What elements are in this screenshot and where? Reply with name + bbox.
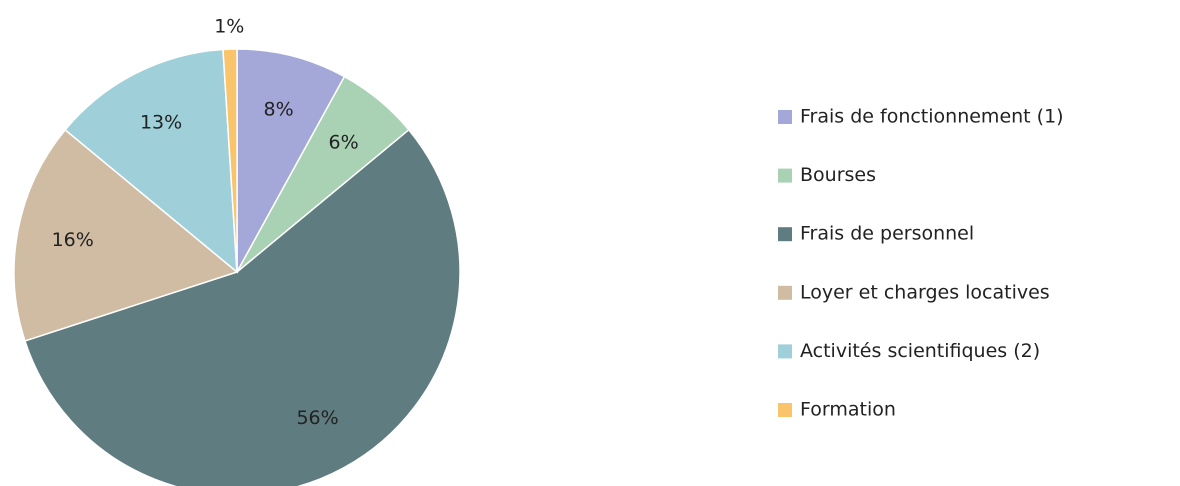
pie-slice [23, 128, 461, 486]
pie-slice [13, 128, 239, 342]
pie-slice [236, 48, 346, 273]
data-label: 13% [140, 111, 182, 133]
data-label: 8% [264, 99, 294, 121]
legend-swatch [778, 110, 792, 124]
legend-label: Activités scientifiques (2) [800, 340, 1040, 362]
legend-swatch [778, 227, 792, 242]
data-label: 6% [329, 132, 359, 154]
data-label: 16% [52, 229, 94, 251]
legend-swatch [778, 403, 792, 417]
legend-swatch [778, 285, 792, 300]
pie-slice [64, 48, 238, 274]
legend-swatch [778, 168, 792, 183]
data-label: 1% [214, 15, 244, 37]
legend-label: Loyer et charges locatives [800, 281, 1050, 303]
legend-label: Bourses [800, 164, 876, 186]
legend-label: Frais de fonctionnement (1) [800, 106, 1064, 128]
data-label: 56% [296, 407, 338, 429]
legend-label: Formation [800, 399, 896, 421]
pie-slice [222, 48, 238, 273]
legend-label: Frais de personnel [800, 223, 974, 245]
legend-swatch [778, 344, 792, 359]
